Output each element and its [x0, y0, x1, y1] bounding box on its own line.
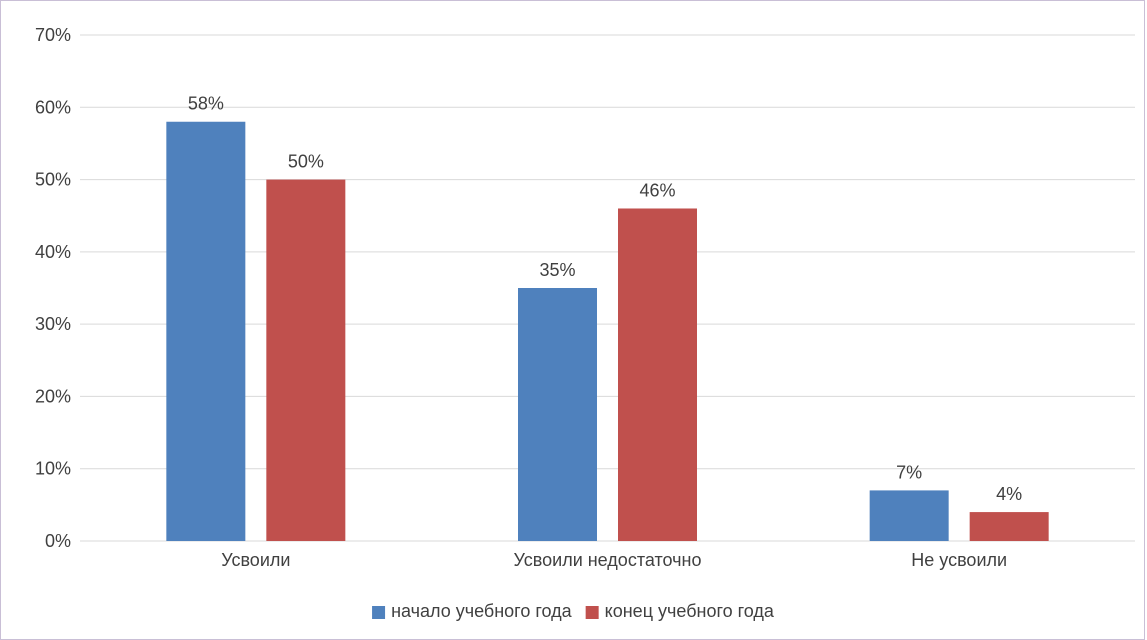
data-label: 7%	[896, 462, 922, 482]
data-label: 4%	[996, 484, 1022, 504]
data-label: 46%	[639, 180, 675, 200]
x-category-label: Усвоили	[221, 550, 290, 570]
legend[interactable]: начало учебного года конец учебного года	[372, 601, 775, 621]
bar-start-1[interactable]	[518, 288, 597, 541]
data-label: 50%	[288, 152, 324, 172]
bar-start-0[interactable]	[166, 121, 246, 541]
legend-swatch	[372, 606, 386, 619]
bar-start-2[interactable]	[869, 490, 949, 541]
data-label: 58%	[188, 94, 224, 114]
legend-item-1[interactable]: конец учебного года	[585, 601, 775, 621]
bar-end-2[interactable]	[969, 512, 1049, 541]
y-tick-label: 20%	[35, 386, 71, 406]
y-tick-label: 50%	[35, 170, 71, 190]
legend-label: конец учебного года	[605, 601, 775, 621]
legend-item-0[interactable]: начало учебного года	[372, 601, 573, 621]
y-tick-label: 60%	[35, 97, 71, 117]
legend-swatch	[585, 606, 599, 619]
y-tick-label: 70%	[35, 25, 71, 45]
y-axis-tick-labels: 0% 10% 20% 30% 40% 50% 60% 70%	[35, 25, 71, 551]
x-category-label: Не усвоили	[911, 550, 1007, 570]
x-axis-category-labels: Усвоили Усвоили недостаточно Не усвоили	[221, 550, 1007, 570]
data-labels: 58% 50% 35% 46% 7% 4%	[188, 94, 1022, 504]
x-category-label: Усвоили недостаточно	[514, 550, 702, 570]
y-tick-label: 10%	[35, 459, 71, 479]
gridlines	[80, 34, 1135, 542]
bars	[166, 121, 1049, 542]
y-tick-label: 30%	[35, 314, 71, 334]
y-tick-label: 0%	[45, 531, 71, 551]
legend-label: начало учебного года	[391, 601, 573, 621]
bar-end-0[interactable]	[266, 179, 346, 542]
y-tick-label: 40%	[35, 242, 71, 262]
bar-end-1[interactable]	[618, 208, 697, 541]
data-label: 35%	[539, 260, 575, 280]
